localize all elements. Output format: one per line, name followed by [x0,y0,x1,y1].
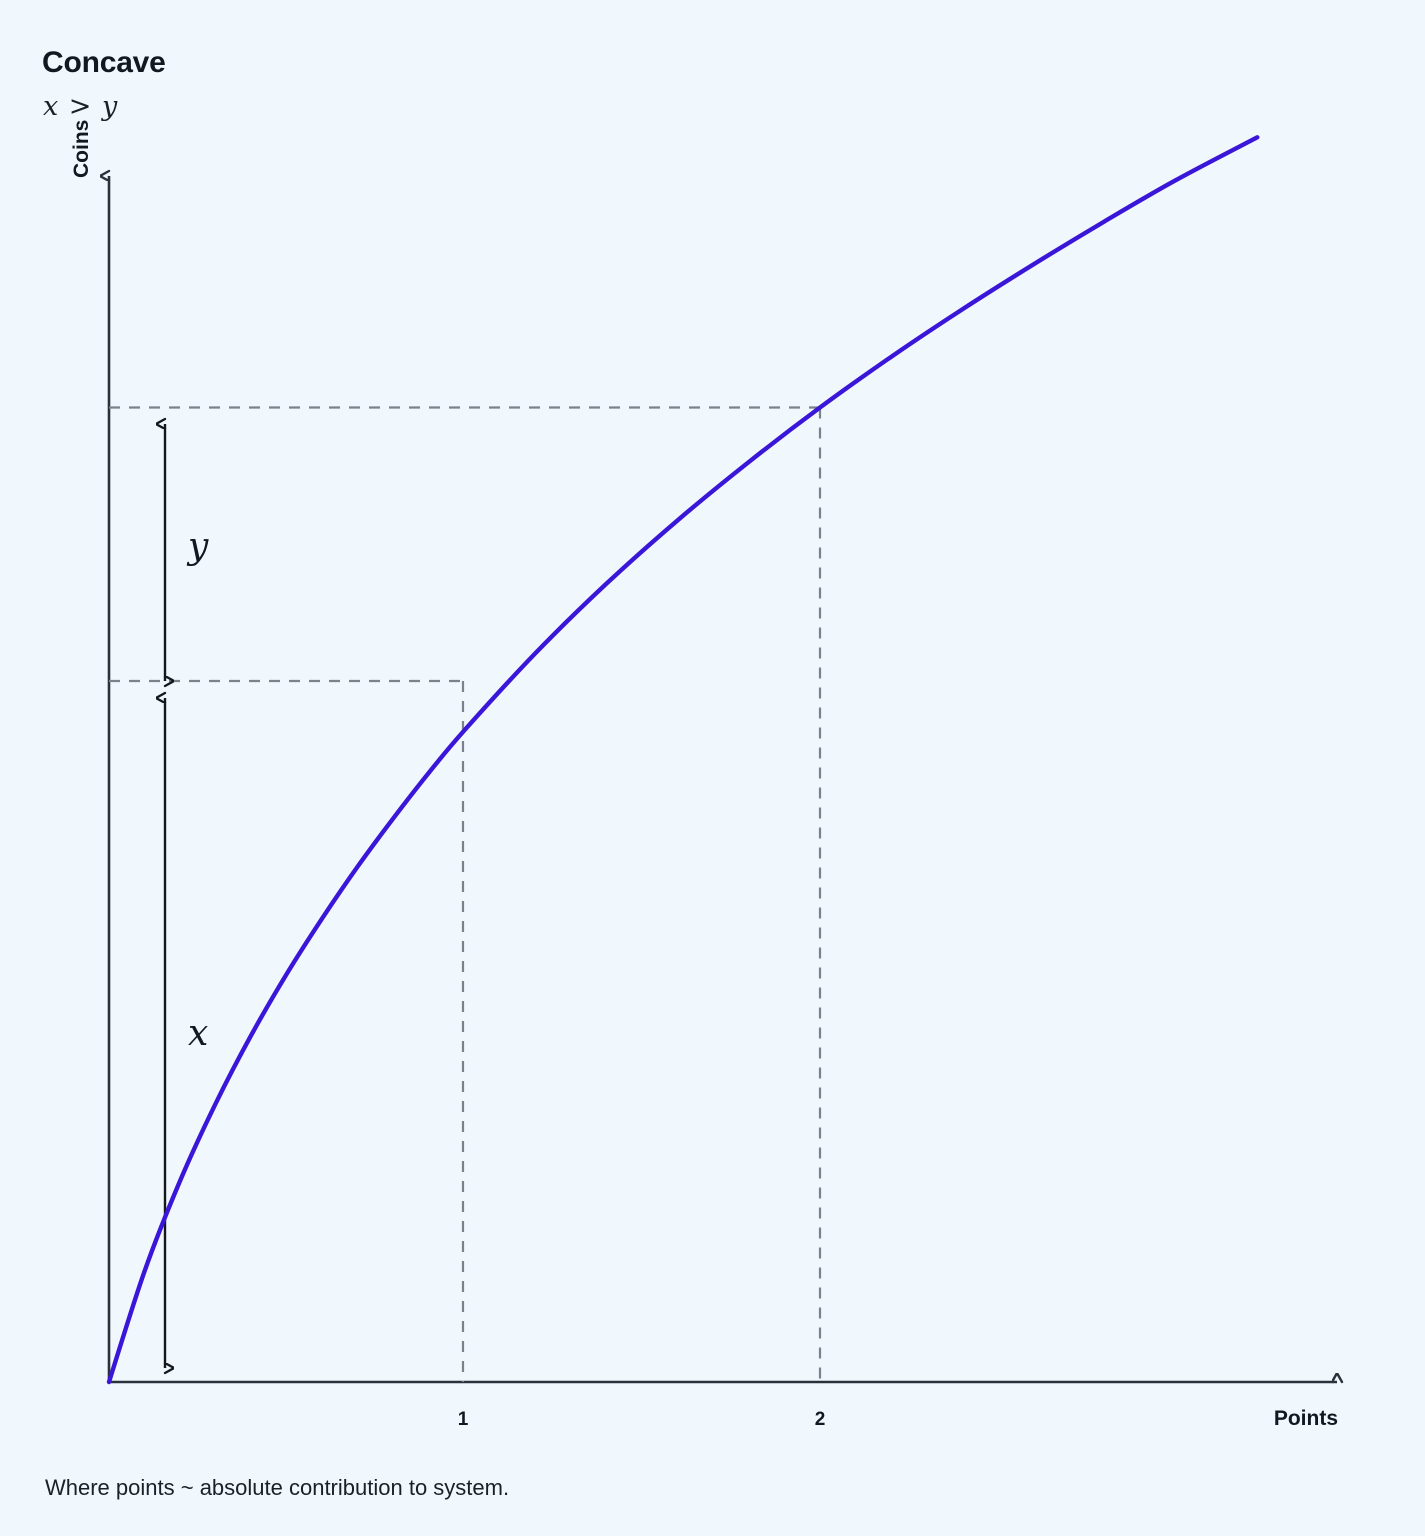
y-axis-title: Coins [70,120,93,178]
x-tick-label-2: 2 [815,1409,826,1430]
measure-label-x: x [188,1013,208,1054]
measure-label-y: y [186,526,209,567]
x-tick-label-1: 1 [458,1409,469,1430]
concave-curve-chart: Coins Points y x 1 2 [70,120,1425,1430]
x-axis-title: Points [1274,1407,1338,1430]
page-title: Concave [42,46,166,79]
concave-curve [106,135,1260,1385]
footer-note: Where points ~ absolute contribution to … [45,1475,510,1500]
page-subtitle: x > y [43,91,119,122]
